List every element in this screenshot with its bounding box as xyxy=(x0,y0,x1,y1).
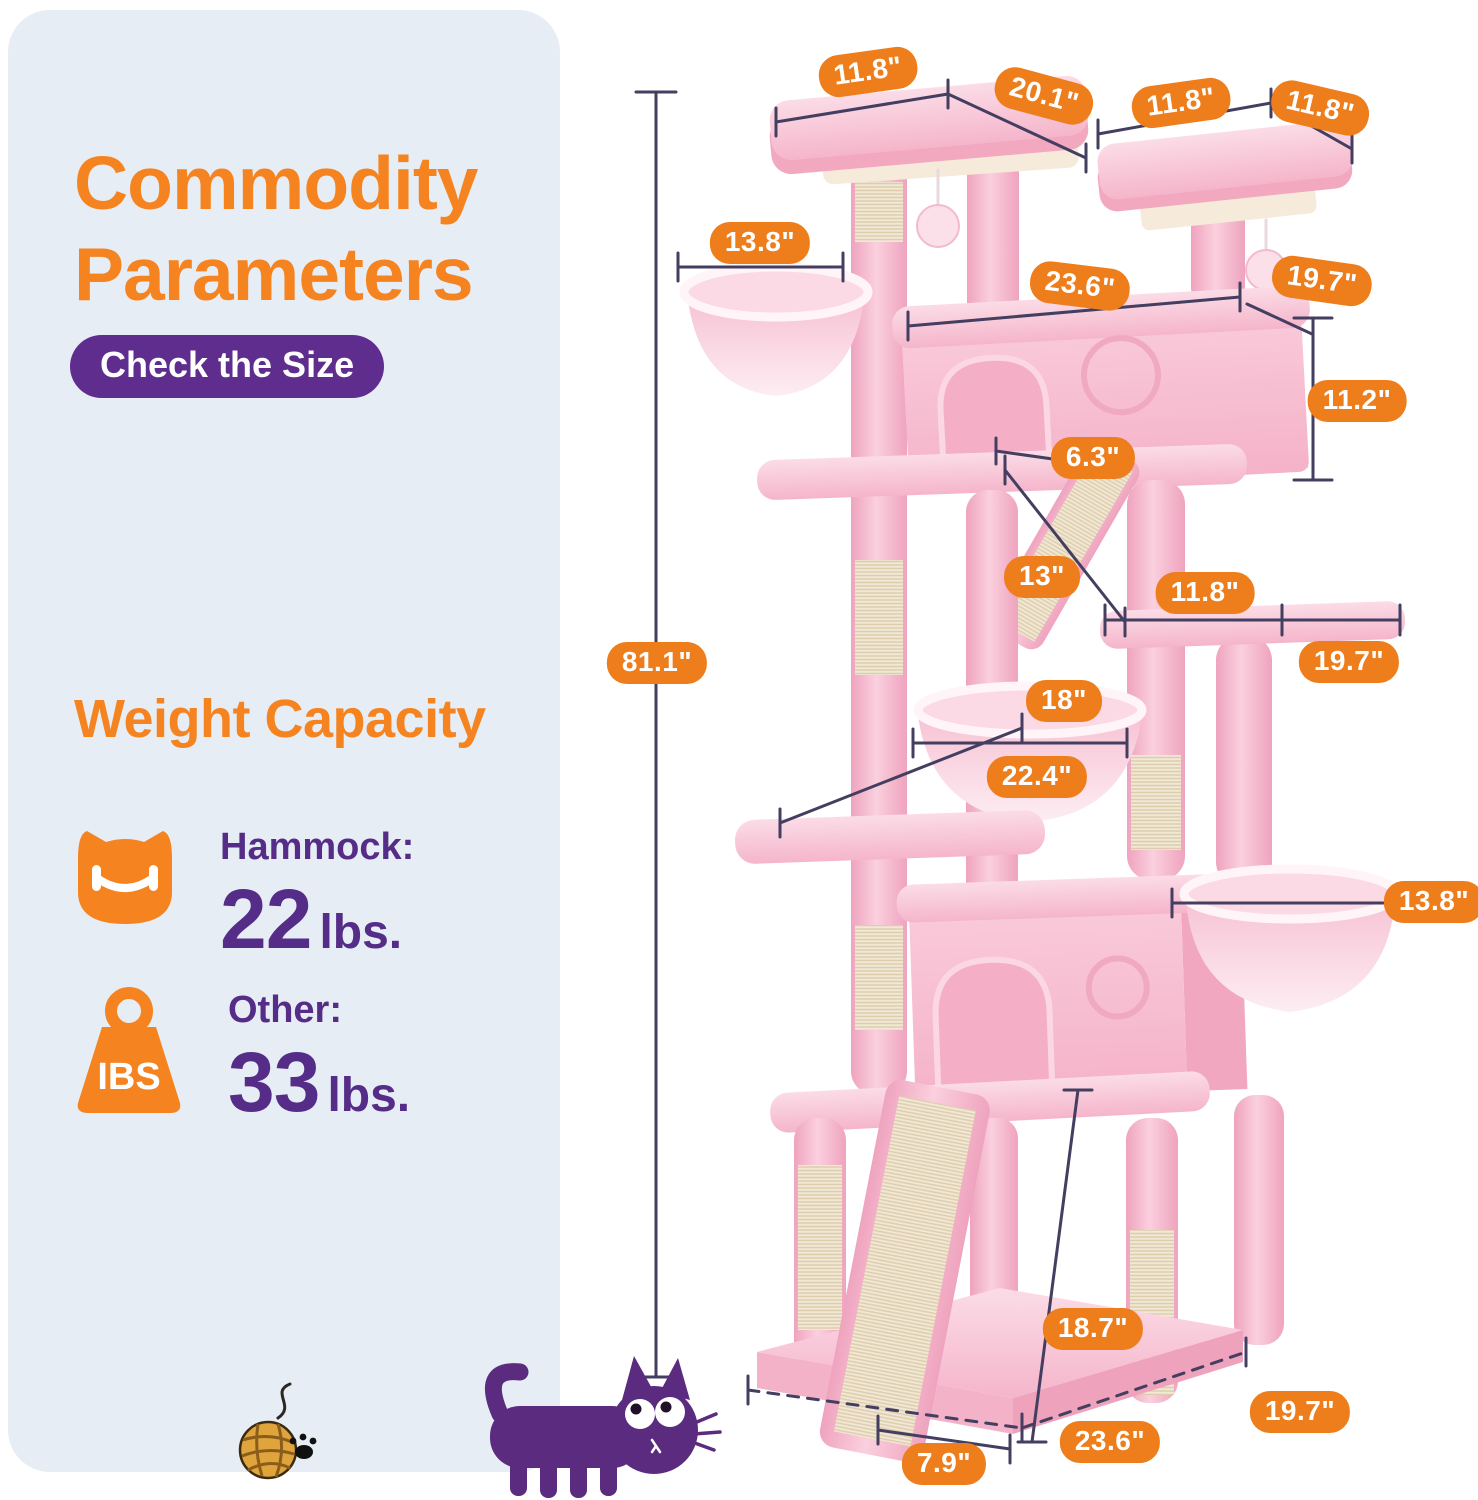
title-line-2: Parameters xyxy=(74,231,474,316)
hammock-unit: lbs. xyxy=(319,906,403,959)
measurement-lines xyxy=(634,78,1402,1465)
check-the-size-badge: Check the Size xyxy=(70,335,385,398)
other-unit: lbs. xyxy=(327,1069,411,1122)
hammock-number: 22 xyxy=(220,872,312,966)
hammock-label: Hammock: xyxy=(220,826,415,868)
yarn-ball-icon xyxy=(238,1382,298,1480)
upper-basket xyxy=(679,262,873,396)
top-right-platform xyxy=(1097,120,1353,231)
page-title: Commodity Parameters xyxy=(74,138,478,320)
scratching-ramp xyxy=(819,1080,990,1462)
weight-icon-text: IBS xyxy=(97,1056,160,1098)
other-label: Other: xyxy=(228,989,342,1031)
title-line-1: Commodity xyxy=(74,141,478,225)
cat-hammock-icon xyxy=(78,831,172,924)
cat-illustration xyxy=(484,1356,722,1498)
info-panel: Commodity Parameters Check the Size Weig… xyxy=(8,10,560,1472)
cat-tree-illustration xyxy=(634,75,1405,1465)
left-platform xyxy=(735,810,1045,864)
paw-print-icon xyxy=(289,1433,317,1459)
hammock-value: 22 lbs. xyxy=(220,871,414,968)
lower-basket xyxy=(1179,864,1401,1012)
top-left-platform xyxy=(769,75,1089,185)
other-capacity-row: IBS Other: 33 lbs. xyxy=(70,985,410,1131)
other-value: 33 lbs. xyxy=(228,1034,410,1131)
weight-capacity-heading: Weight Capacity xyxy=(74,689,486,749)
other-number: 33 xyxy=(228,1035,320,1129)
hammock-capacity-row: Hammock: 22 lbs. xyxy=(70,822,414,968)
base-top-board xyxy=(770,1071,1210,1133)
weight-icon: IBS xyxy=(77,987,181,1113)
hammock xyxy=(913,681,1147,822)
